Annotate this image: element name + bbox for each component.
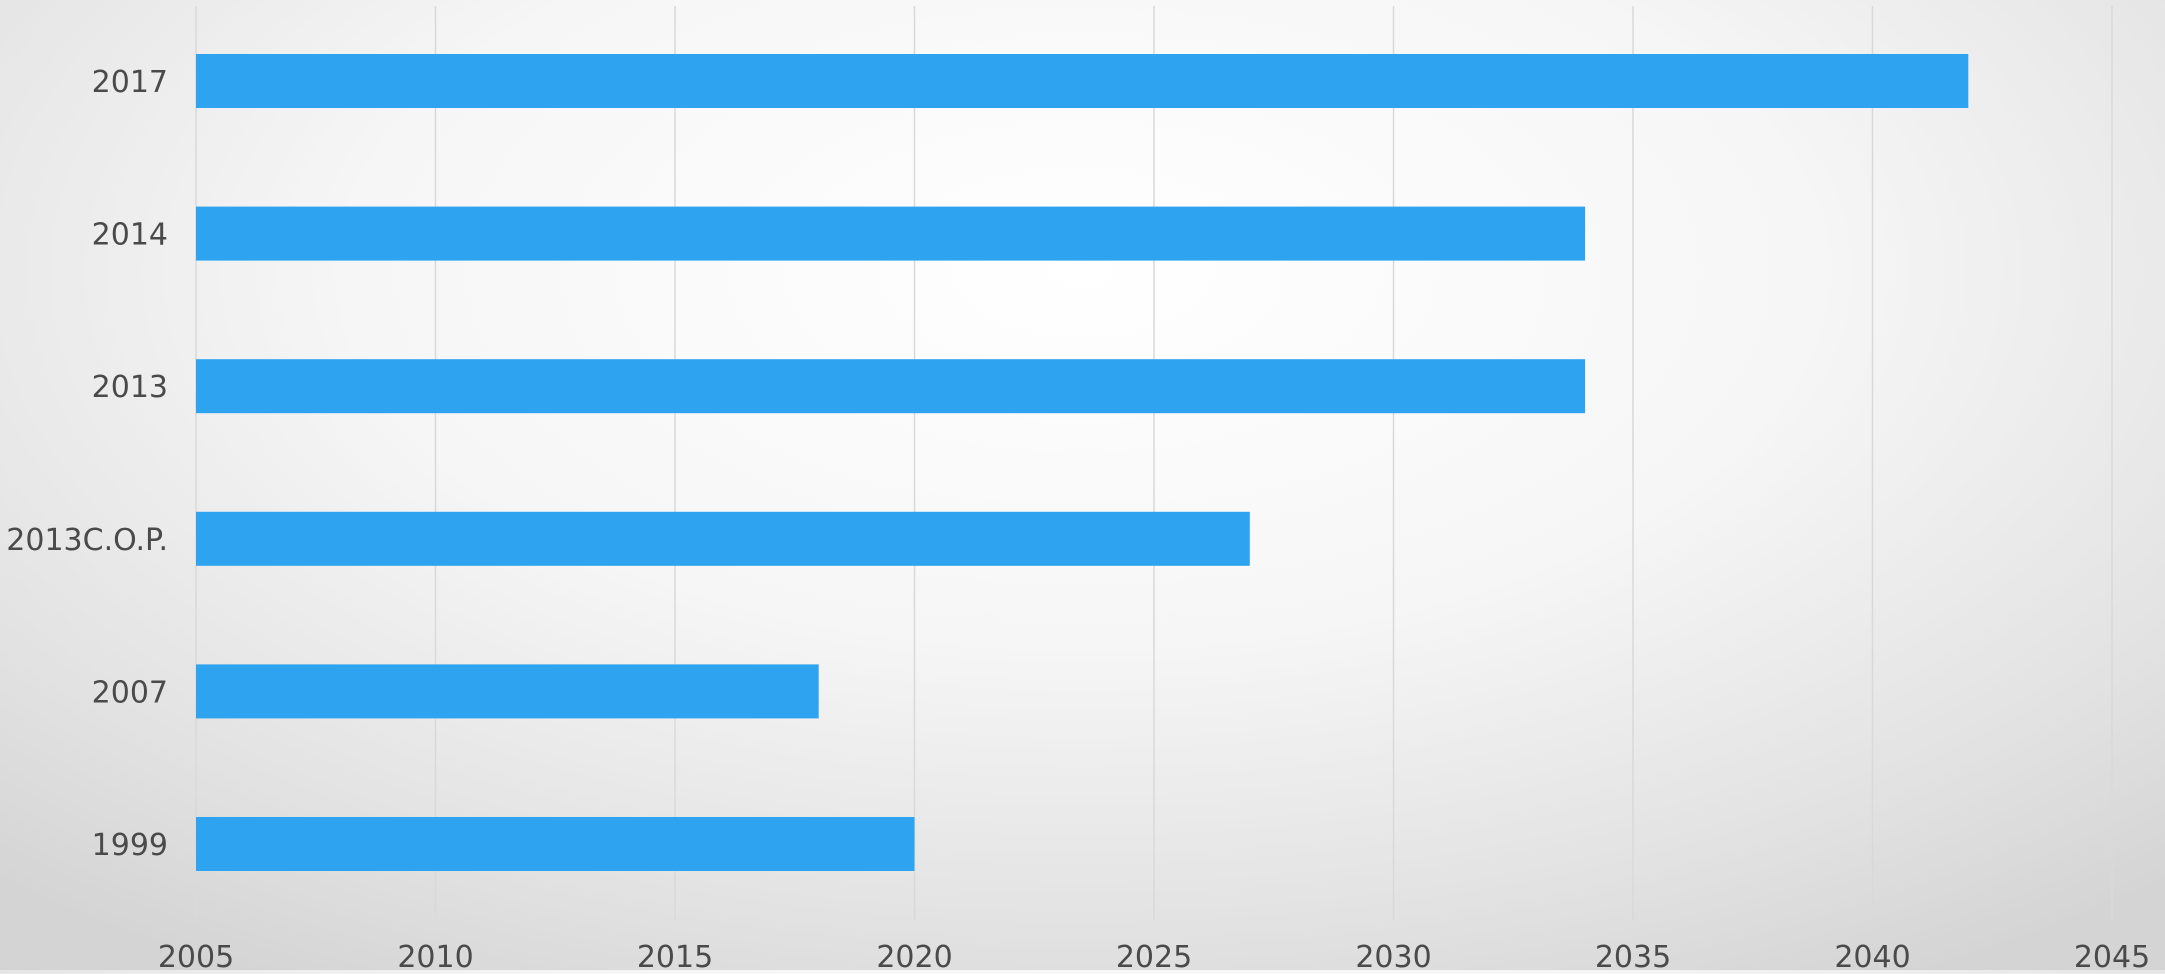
bar-2013c-o-p: [196, 511, 1250, 566]
category-label: 2007: [92, 675, 168, 710]
category-label: 2013C.O.P.: [6, 523, 168, 558]
x-tick-label: 2020: [876, 940, 952, 970]
x-tick-label: 2030: [1355, 940, 1431, 970]
bar-1999: [196, 817, 915, 871]
x-tick-label: 2045: [2074, 940, 2150, 970]
bar-2014: [196, 206, 1586, 261]
x-tick-label: 2025: [1116, 940, 1192, 970]
bars: [196, 54, 1969, 871]
x-tick-label: 2040: [1834, 940, 1910, 970]
category-labels: 2017 2014 2013 2013C.O.P. 2007 1999: [6, 65, 168, 863]
category-label: 2013: [92, 370, 168, 405]
category-label: 2014: [92, 218, 168, 253]
category-label: 1999: [92, 828, 168, 863]
bar-2013: [196, 359, 1586, 414]
x-tick-label: 2010: [397, 940, 473, 970]
category-label: 2017: [92, 65, 168, 100]
x-tick-labels: 2005 2010 2015 2020 2025 2030 2035 2040 2045: [158, 940, 2150, 974]
x-tick-label: 2035: [1595, 940, 1671, 970]
x-tick-label: 2005: [158, 940, 234, 970]
bar-2017: [196, 54, 1969, 108]
gridlines: [195, 6, 2113, 920]
bar-2007: [196, 664, 819, 719]
x-tick-label: 2015: [637, 940, 713, 970]
